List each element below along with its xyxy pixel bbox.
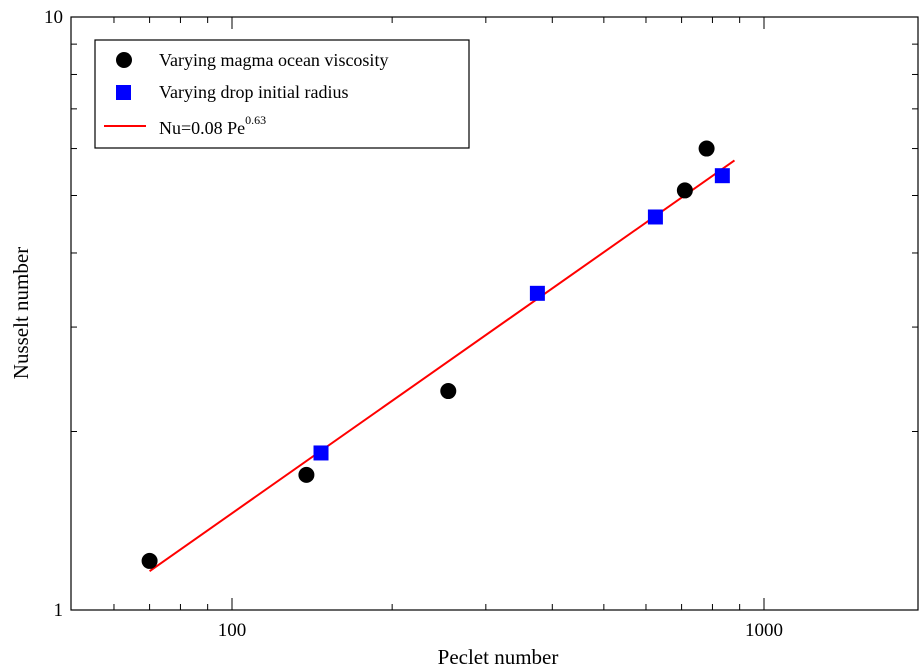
x-tick-label: 1000: [745, 620, 783, 641]
data-point-circle: [699, 141, 715, 157]
legend-label-viscosity: Varying magma ocean viscosity: [159, 50, 388, 70]
legend-label-radius: Varying drop initial radius: [159, 82, 348, 102]
data-point-circle: [440, 383, 456, 399]
data-point-circle: [298, 467, 314, 483]
fit-line-layer: [150, 160, 735, 571]
legend: Varying magma ocean viscosity Varying dr…: [95, 40, 469, 148]
data-points-layer: [142, 141, 730, 569]
legend-circle-marker: [116, 52, 132, 68]
y-tick-label: 10: [44, 7, 63, 28]
x-axis-title: Peclet number: [438, 645, 559, 669]
y-axis-title: Nusselt number: [9, 247, 33, 379]
data-point-square: [648, 209, 663, 224]
data-point-circle: [142, 553, 158, 569]
data-point-square: [715, 168, 730, 183]
data-point-circle: [677, 182, 693, 198]
legend-fit-exponent: 0.63: [245, 113, 266, 127]
x-tick-label: 100: [218, 620, 247, 641]
data-point-square: [314, 445, 329, 460]
legend-fit-prefix: Nu=0.08 Pe: [159, 118, 245, 138]
y-tick-label: 1: [54, 600, 64, 621]
data-point-square: [530, 286, 545, 301]
legend-square-marker: [116, 85, 131, 100]
fit-line: [150, 160, 735, 571]
